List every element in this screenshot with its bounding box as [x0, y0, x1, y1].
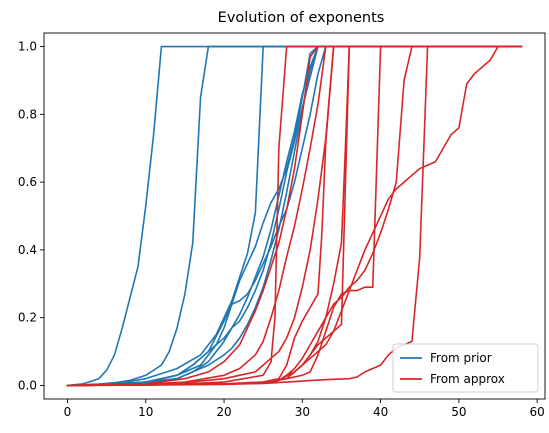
series-line-8	[66, 45, 523, 387]
series-line-15	[66, 45, 523, 387]
series-line-12	[66, 45, 523, 387]
series-line-2	[66, 45, 523, 387]
x-tick-label: 0	[64, 405, 72, 419]
series-line-11	[66, 45, 523, 387]
series-line-14	[66, 45, 523, 387]
legend: From prior From approx	[392, 343, 539, 393]
series-line-7	[66, 45, 523, 387]
chart-title: Evolution of exponents	[218, 10, 385, 26]
y-tick-label: 0.2	[18, 311, 37, 325]
x-tick-label: 40	[373, 405, 388, 419]
y-axis: 0.0 0.2 0.4 0.6 0.8 1.0	[18, 40, 44, 392]
x-tick-label: 50	[451, 405, 466, 419]
x-tick-label: 20	[216, 405, 231, 419]
series-line-5	[66, 45, 523, 387]
series-line-6	[66, 45, 523, 387]
series-line-0	[66, 45, 523, 387]
x-axis: 0 10 20 30 40 50 60	[64, 399, 545, 419]
series-line-1	[66, 45, 523, 387]
x-tick-label: 60	[530, 405, 545, 419]
series-line-4	[66, 45, 523, 387]
series-line-9	[66, 45, 523, 387]
x-tick-label: 10	[138, 405, 153, 419]
series-line-17	[66, 45, 523, 387]
y-tick-label: 0.4	[18, 243, 37, 257]
series-line-10	[66, 45, 523, 387]
series-line-13	[66, 45, 523, 387]
series-line-18	[66, 45, 523, 387]
legend-box	[392, 343, 539, 393]
y-tick-label: 0.8	[18, 107, 37, 121]
legend-label: From prior	[430, 351, 492, 365]
legend-label: From approx	[430, 372, 505, 386]
series-line-16	[66, 45, 523, 387]
x-tick-label: 30	[295, 405, 310, 419]
plot-lines	[66, 45, 523, 387]
y-tick-label: 0.6	[18, 175, 37, 189]
plot-frame	[43, 32, 546, 400]
y-tick-label: 1.0	[18, 40, 37, 54]
series-line-3	[66, 45, 523, 387]
y-tick-label: 0.0	[18, 378, 37, 392]
